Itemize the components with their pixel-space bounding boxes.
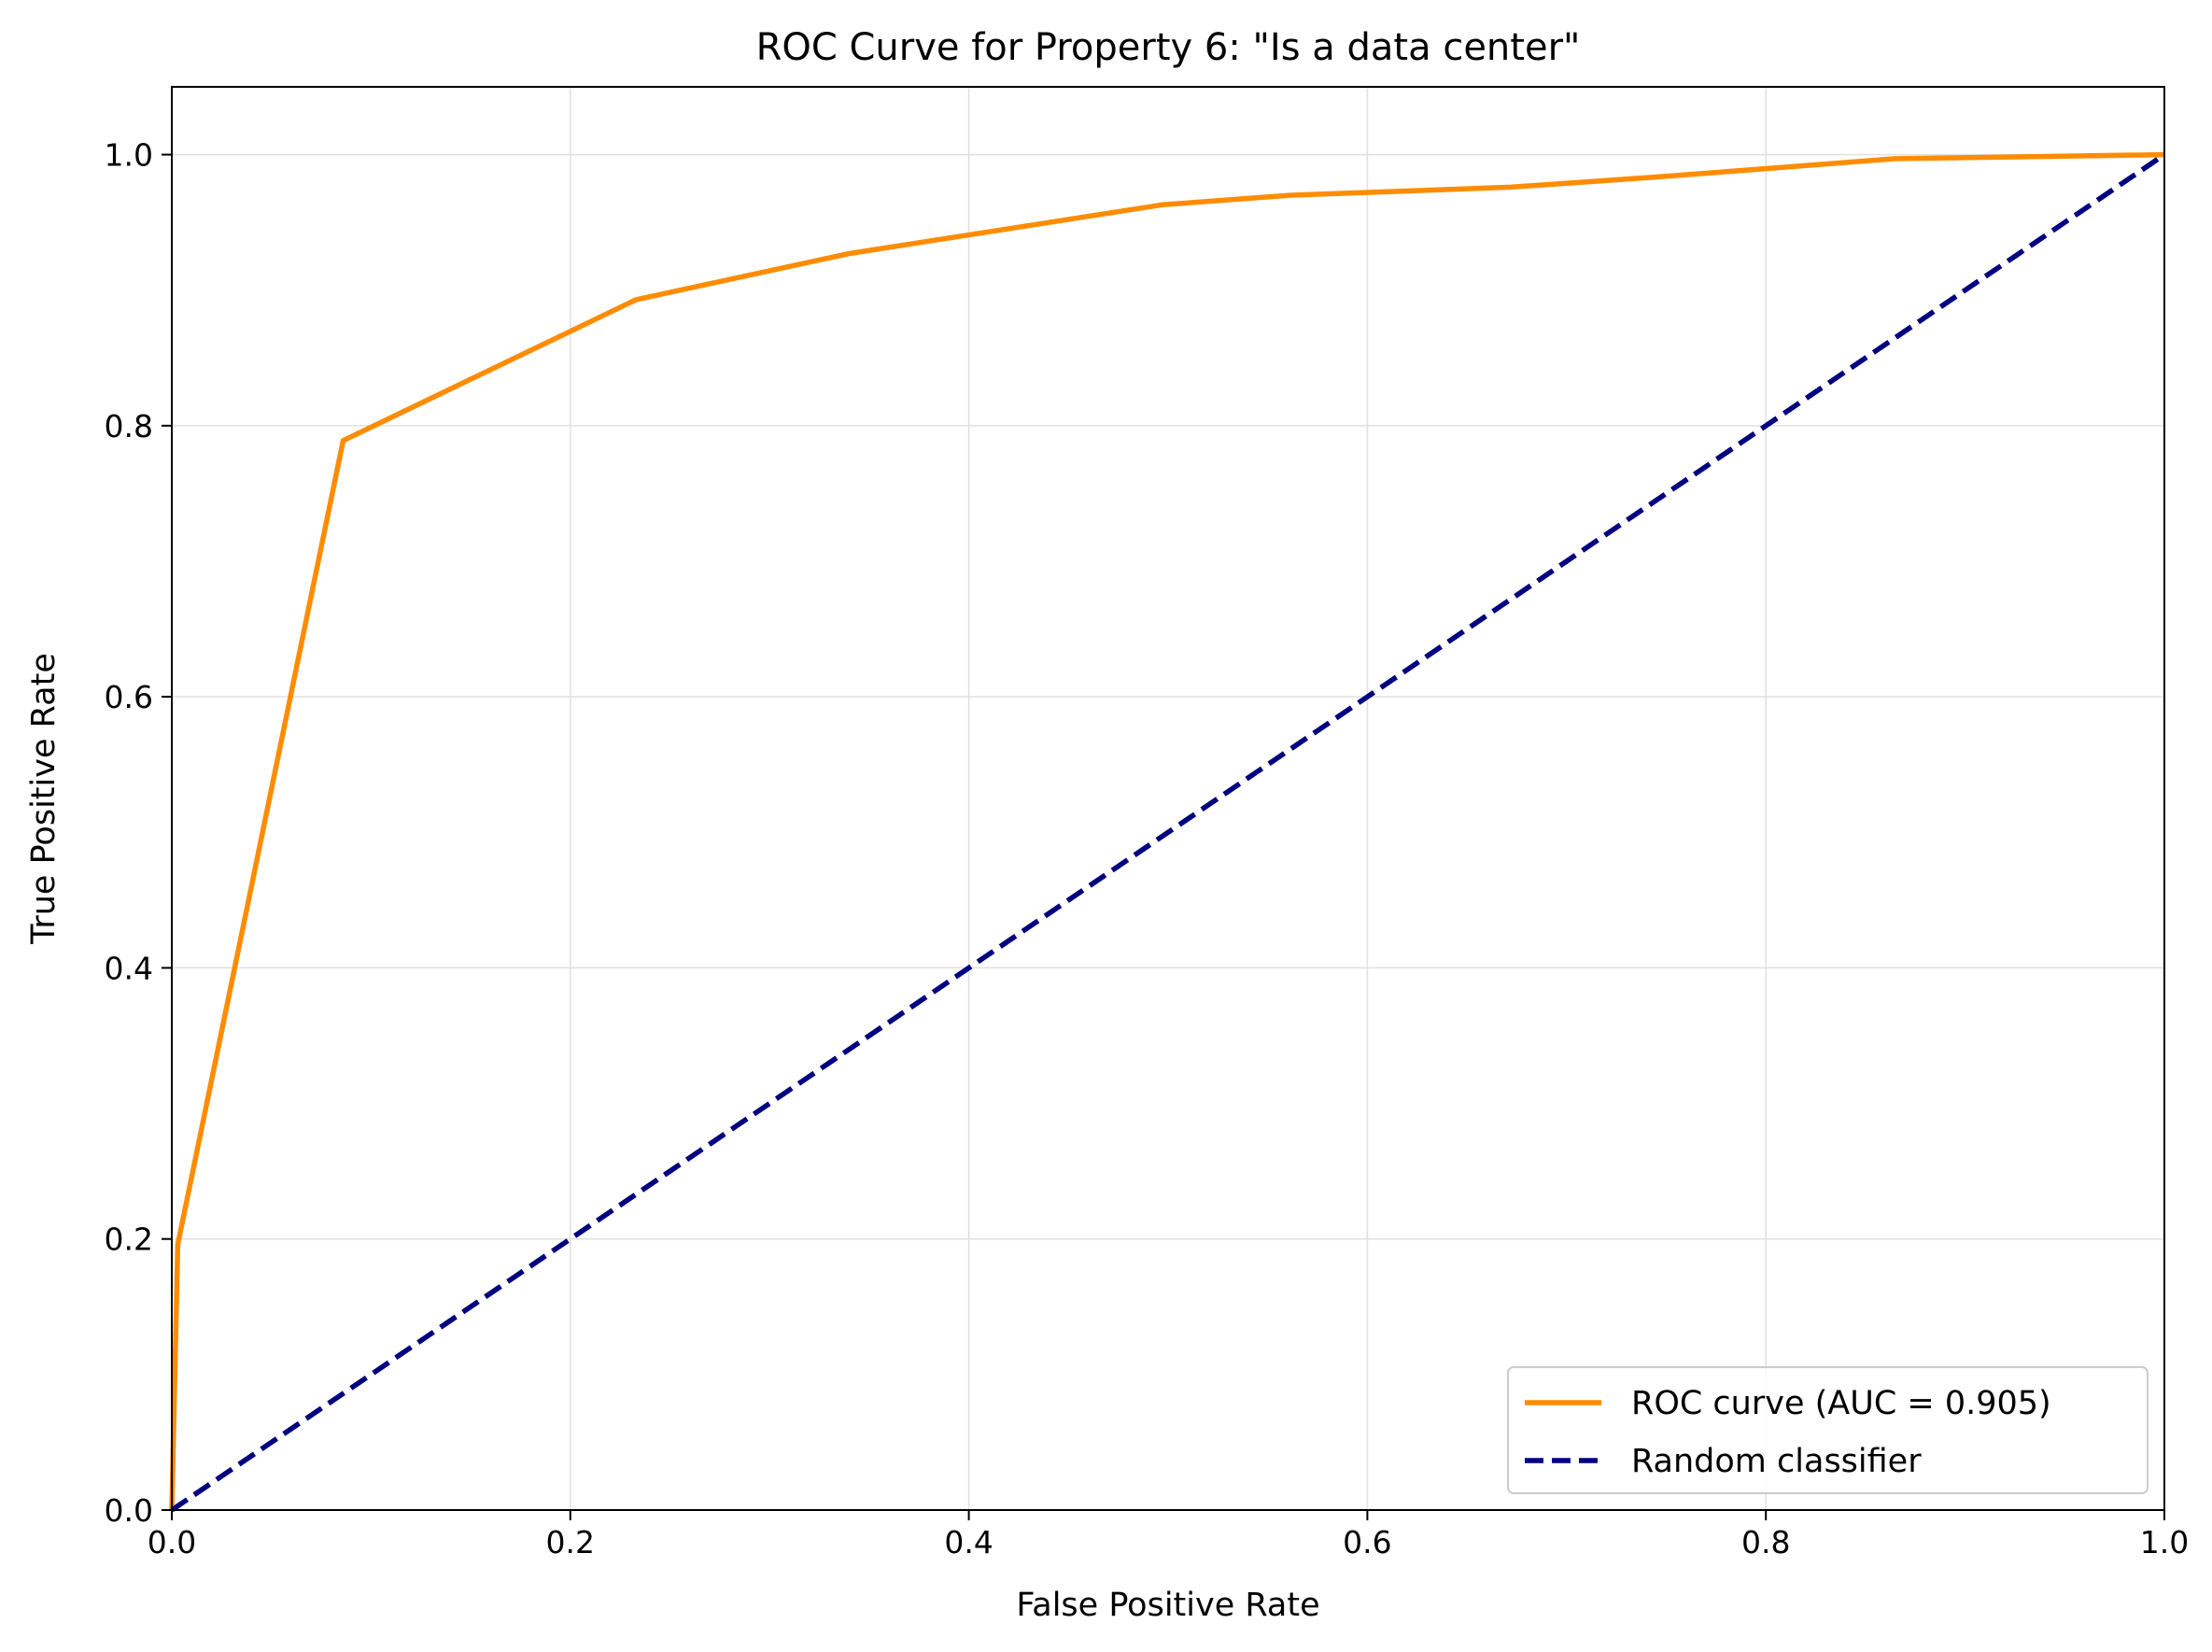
chart-title: ROC Curve for Property 6: "Is a data cen… <box>756 26 1581 69</box>
legend-label: Random classifier <box>1631 1443 1922 1480</box>
y-tick-label: 0.2 <box>105 1221 153 1258</box>
legend-box <box>1507 1366 2149 1494</box>
x-axis-title: False Positive Rate <box>1016 1587 1319 1624</box>
y-axis-title: True Positive Rate <box>25 653 63 945</box>
y-tick-label: 0.8 <box>105 408 153 445</box>
y-tick-label: 0.4 <box>105 950 153 986</box>
x-tick-label: 0.8 <box>1741 1524 1790 1560</box>
x-tick-label: 0.4 <box>944 1524 993 1560</box>
legend-label: ROC curve (AUC = 0.905) <box>1631 1385 2051 1422</box>
ticks: 0.0 0.2 0.4 0.6 0.8 1.0 0.0 0.2 0.4 0.6 0.8 1.0 <box>105 137 2190 1560</box>
x-tick-label: 1.0 <box>2140 1524 2189 1560</box>
y-tick-label: 0.0 <box>105 1492 153 1529</box>
random-classifier-line <box>170 152 2166 1513</box>
roc-curve-line <box>169 151 2165 1511</box>
y-tick-label: 1.0 <box>105 137 153 174</box>
plot-frame <box>171 86 2165 1511</box>
series-layer <box>169 151 2166 1513</box>
legend: ROC curve (AUC = 0.905) Random classifier <box>1507 1366 2149 1494</box>
x-tick-label: 0.2 <box>546 1524 595 1560</box>
y-tick-label: 0.6 <box>105 679 153 715</box>
x-tick-label: 0.0 <box>148 1524 196 1560</box>
x-tick-label: 0.6 <box>1343 1524 1391 1560</box>
grid <box>171 87 2165 1511</box>
